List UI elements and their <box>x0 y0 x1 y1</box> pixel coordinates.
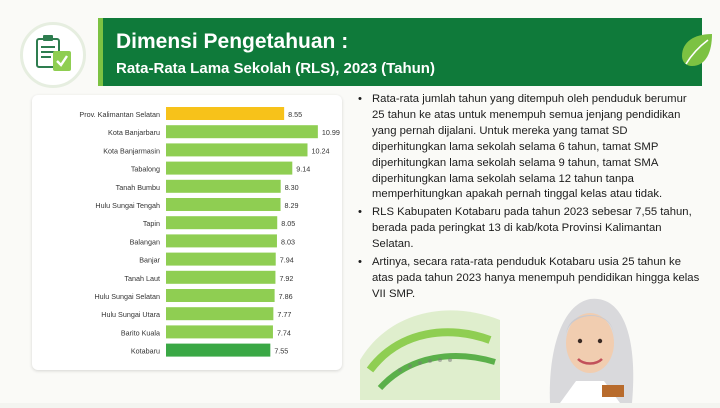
decorative-graphic <box>360 300 500 405</box>
header-bar: Dimensi Pengetahuan : Rata-Rata Lama Sek… <box>98 18 702 86</box>
value-label: 8.29 <box>285 201 299 210</box>
category-label: Kota Banjarbaru <box>108 128 160 137</box>
notes-panel: • Rata-rata jumlah tahun yang ditempuh ol… <box>352 92 702 305</box>
value-label: 7.77 <box>277 310 291 319</box>
category-label: Tabalong <box>131 165 160 174</box>
value-label: 7.74 <box>277 328 291 337</box>
value-label: 7.55 <box>274 347 288 356</box>
category-label: Tanah Laut <box>124 274 160 283</box>
category-label: Kotabaru <box>131 347 160 356</box>
category-label: Balangan <box>130 237 160 246</box>
bar <box>166 325 273 339</box>
bar <box>166 143 308 157</box>
leaf-icon <box>676 30 716 75</box>
category-label: Tanah Bumbu <box>116 183 160 192</box>
value-label: 10.99 <box>322 128 340 137</box>
value-label: 8.30 <box>285 183 299 192</box>
bar <box>166 161 293 175</box>
category-label: Hulu Sungai Selatan <box>94 292 160 301</box>
value-label: 9.14 <box>296 165 310 174</box>
note-item: • RLS Kabupaten Kotabaru pada tahun 2023 … <box>358 206 692 251</box>
category-label: Hulu Sungai Utara <box>101 310 160 319</box>
value-label: 7.92 <box>279 274 293 283</box>
value-label: 10.24 <box>311 146 329 155</box>
note-text: Rata-rata jumlah tahun yang ditempuh ole… <box>372 93 687 201</box>
student-illustration <box>520 285 650 408</box>
bar <box>166 252 276 266</box>
rls-bar-chart: Prov. Kalimantan Selatan 8.55 Kota Banjarb… <box>79 107 340 357</box>
value-label: 8.55 <box>288 110 302 119</box>
category-label: Prov. Kalimantan Selatan <box>79 110 160 119</box>
category-label: Hulu Sungai Tengah <box>95 201 160 210</box>
bar <box>166 234 277 248</box>
note-text: RLS Kabupaten Kotabaru pada tahun 2023 s… <box>372 206 692 251</box>
value-label: 8.03 <box>281 237 295 246</box>
category-label: Kota Banjarmasin <box>103 146 160 155</box>
bar <box>166 343 271 357</box>
category-label: Barito Kuala <box>121 328 160 337</box>
value-label: 7.94 <box>280 256 294 265</box>
bar <box>166 307 274 321</box>
bar <box>166 289 275 302</box>
note-item: • Rata-rata jumlah tahun yang ditempuh ol… <box>358 93 687 201</box>
bar <box>166 179 281 193</box>
document-checklist-icon <box>20 22 86 88</box>
page-title: Dimensi Pengetahuan : <box>116 30 349 53</box>
chart-panel: Prov. Kalimantan Selatan 8.55 Kota Banjarb… <box>32 95 342 370</box>
category-label: Banjar <box>139 256 160 265</box>
bar <box>166 125 318 139</box>
header-accent <box>98 18 103 86</box>
value-label: 8.05 <box>281 219 295 228</box>
value-label: 7.86 <box>279 292 293 301</box>
note-text: Artinya, secara rata-rata penduduk Kotab… <box>372 256 700 300</box>
page-subtitle: Rata-Rata Lama Sekolah (RLS), 2023 (Tahu… <box>116 60 435 77</box>
bar <box>166 270 276 284</box>
category-label: Tapin <box>143 219 160 228</box>
bar <box>166 107 285 120</box>
bar <box>166 216 278 230</box>
note-item: • Artinya, secara rata-rata penduduk Kota… <box>358 256 700 300</box>
bar <box>166 198 281 211</box>
